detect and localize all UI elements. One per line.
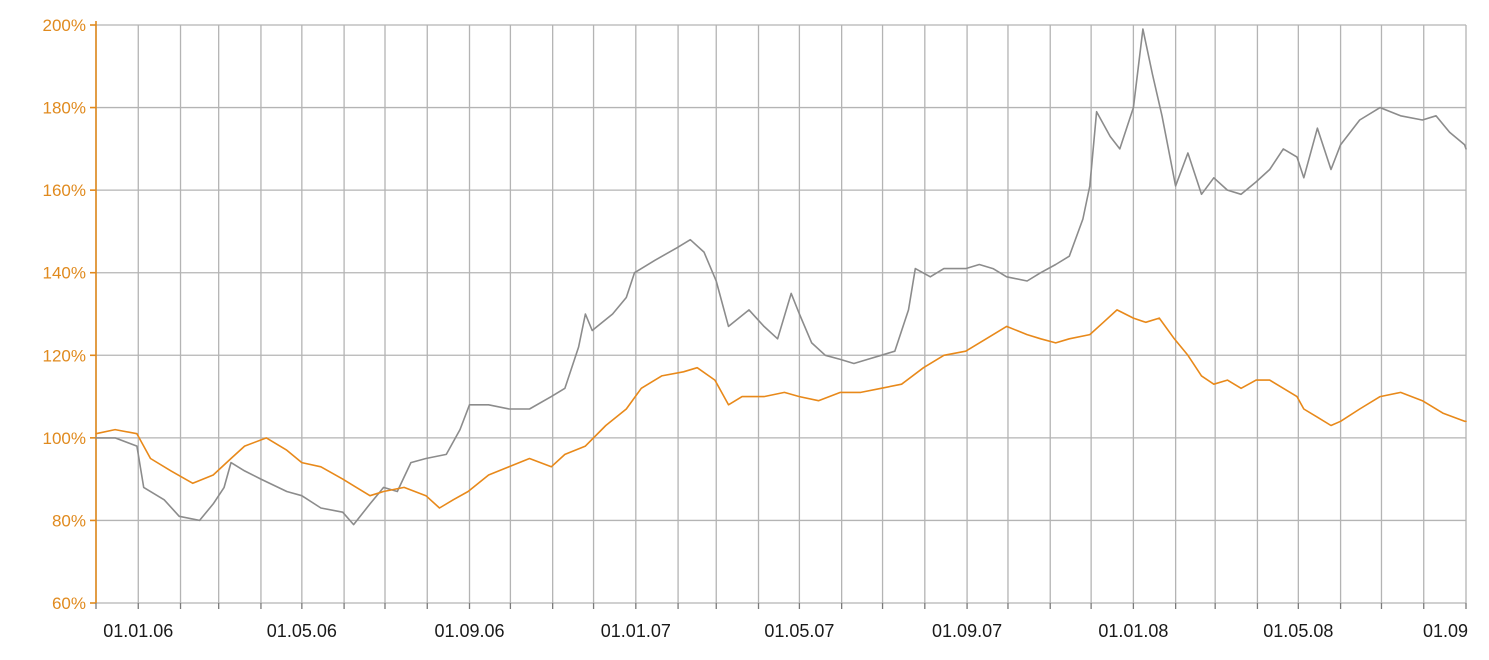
x-tick-label: 01.05.07: [764, 621, 834, 641]
y-tick-label: 120%: [43, 346, 86, 365]
x-tick-label: 01.05.08: [1263, 621, 1333, 641]
x-tick-label: 01.05.06: [267, 621, 337, 641]
x-tick-label: 01.09: [1423, 621, 1468, 641]
grid: [95, 24, 1467, 604]
axes: [90, 21, 1467, 609]
y-tick-label: 100%: [43, 429, 86, 448]
y-tick-labels: 60% 80% 100% 120% 140% 160% 180% 200%: [43, 16, 86, 613]
x-tick-label: 01.01.08: [1098, 621, 1168, 641]
series: [95, 28, 1467, 526]
x-tick-label: 01.01.06: [103, 621, 173, 641]
y-tick-label: 180%: [43, 99, 86, 118]
y-tick-label: 140%: [43, 264, 86, 283]
x-tick-labels: 01.01.06 01.05.06 01.09.06 01.01.07 01.05.07…: [103, 621, 1468, 641]
x-tick-label: 01.01.07: [601, 621, 671, 641]
x-tick-label: 01.09.07: [932, 621, 1002, 641]
y-tick-label: 200%: [43, 16, 86, 35]
series-line-orange: [95, 309, 1467, 509]
x-tick-label: 01.09.06: [434, 621, 504, 641]
y-tick-label: 60%: [52, 594, 86, 613]
y-tick-label: 80%: [52, 511, 86, 530]
y-tick-label: 160%: [43, 181, 86, 200]
series-line-gray: [95, 28, 1467, 526]
